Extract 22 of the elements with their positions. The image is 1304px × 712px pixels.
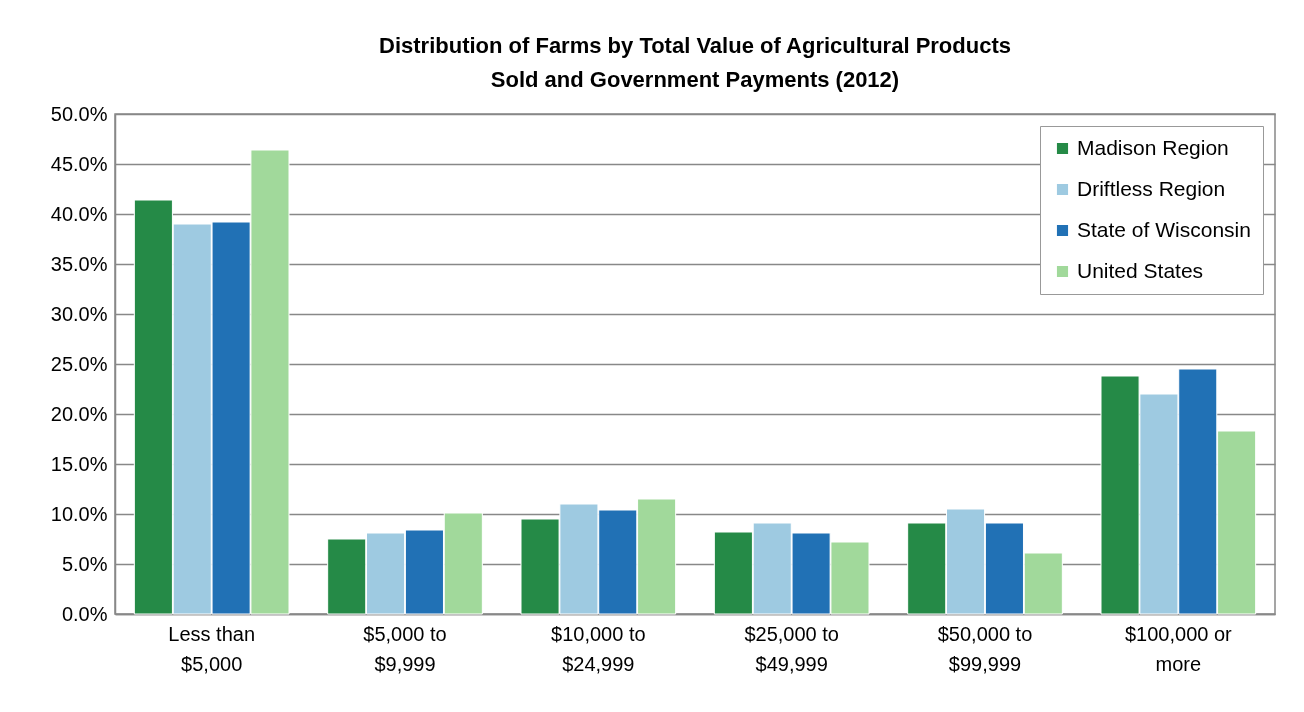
- y-tick-label: 5.0%: [61, 552, 108, 575]
- legend-label: Driftless Region: [1077, 176, 1226, 200]
- legend-label: Madison Region: [1077, 135, 1229, 159]
- x-tick-label: $50,000 to $99,999: [937, 622, 1033, 675]
- y-tick-label: 10.0%: [50, 502, 108, 525]
- x-tick-label: $100,000 or more: [1124, 622, 1233, 675]
- x-tick-label: $25,000 to $49,999: [744, 622, 839, 675]
- y-tick-label: 25.0%: [50, 352, 108, 375]
- x-tick-label: $10,000 to $24,999: [551, 622, 646, 675]
- legend-label: United States: [1077, 258, 1204, 282]
- x-tick-label: $5,000 to $9,999: [363, 622, 447, 675]
- legend-label: State of Wisconsin: [1077, 217, 1251, 241]
- y-tick-label: 30.0%: [50, 302, 108, 325]
- y-tick-label: 15.0%: [50, 452, 108, 475]
- y-tick-label: 35.0%: [50, 252, 108, 275]
- y-tick-label: 0.0%: [61, 602, 108, 625]
- x-tick-label: Less than $5,000: [168, 622, 256, 675]
- y-tick-label: 20.0%: [50, 402, 108, 425]
- y-tick-label: 50.0%: [50, 102, 108, 125]
- y-tick-label: 45.0%: [50, 152, 108, 175]
- y-tick-label: 40.0%: [50, 202, 108, 225]
- chart-title: Distribution of Farms by Total Value of Agricultural Products Sold and Government Payments (2012): [379, 33, 1011, 92]
